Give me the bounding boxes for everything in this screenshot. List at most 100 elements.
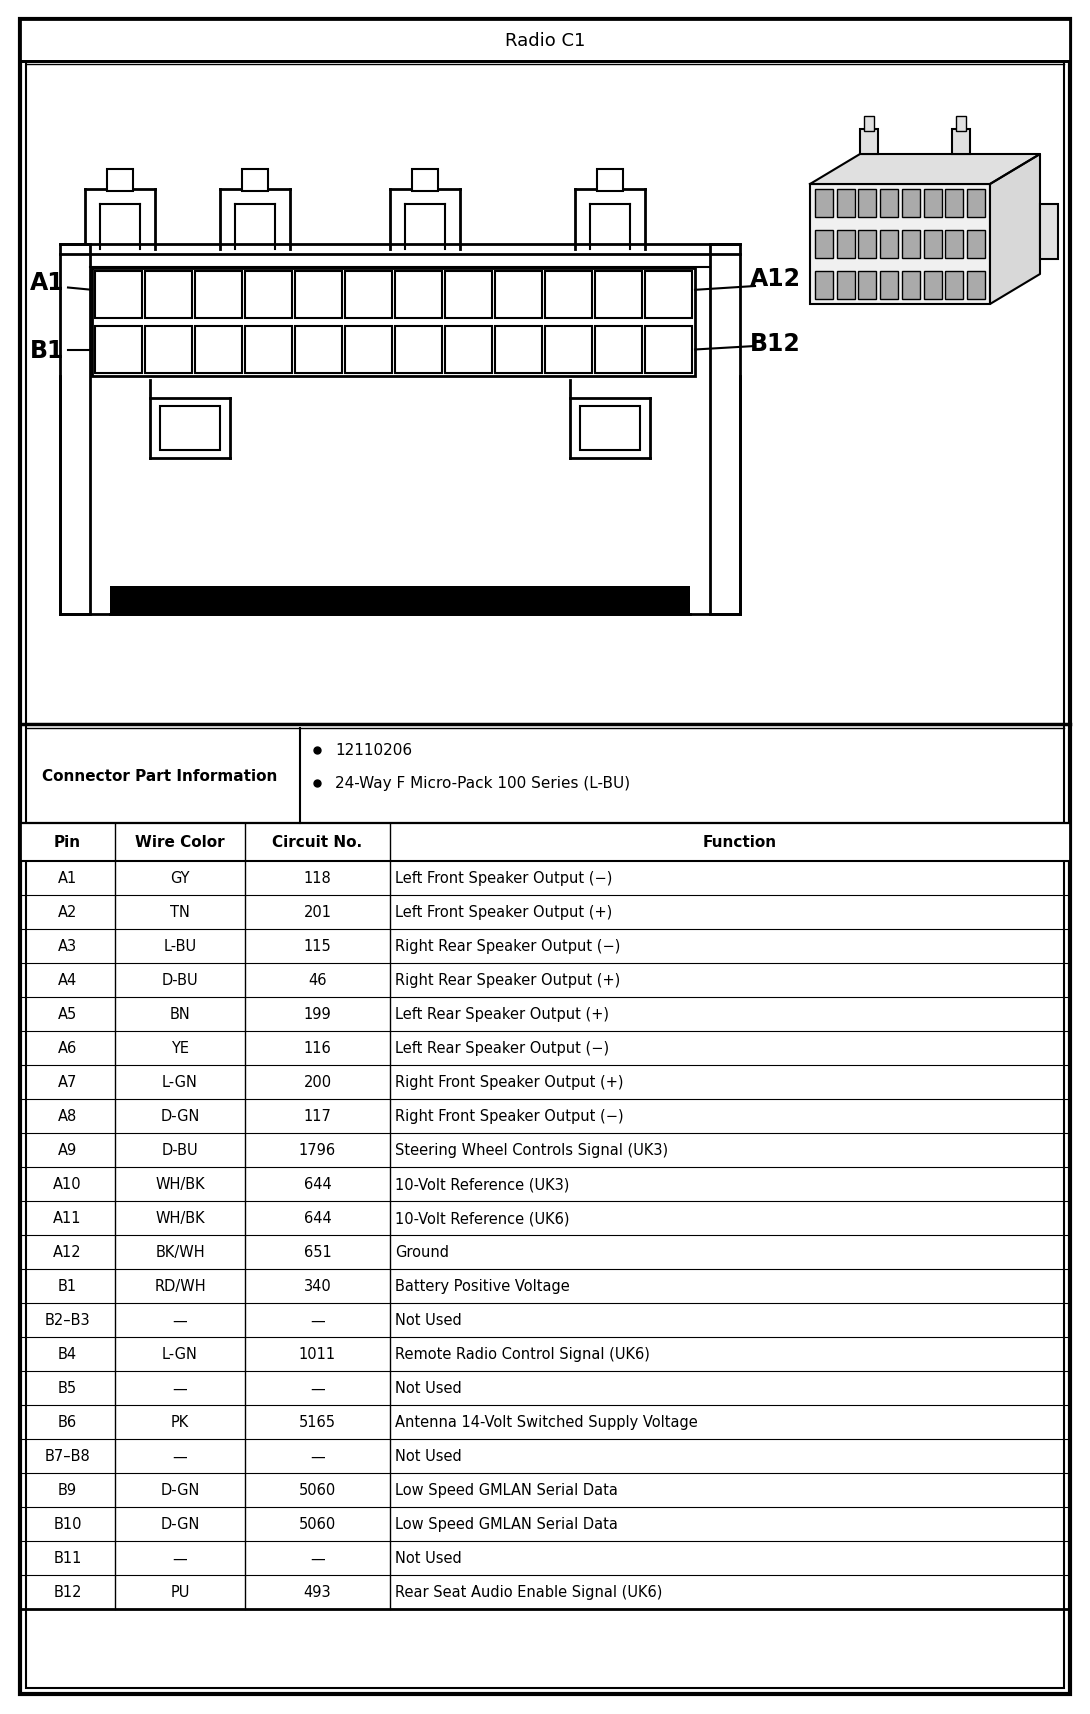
Bar — [815, 273, 833, 300]
Text: 24-Way F Micro-Pack 100 Series (L-BU): 24-Way F Micro-Pack 100 Series (L-BU) — [335, 776, 630, 792]
Polygon shape — [990, 154, 1040, 305]
Text: D-GN: D-GN — [160, 1517, 199, 1532]
Bar — [145, 327, 192, 374]
Bar — [923, 190, 942, 218]
Text: 199: 199 — [304, 1006, 331, 1022]
Text: B10: B10 — [53, 1517, 82, 1532]
Bar — [160, 406, 220, 451]
Bar — [107, 170, 133, 192]
Text: Not Used: Not Used — [395, 1313, 462, 1328]
Bar — [952, 130, 969, 154]
Bar — [859, 190, 876, 218]
Bar — [810, 185, 990, 305]
Text: A2: A2 — [58, 905, 77, 920]
Text: D-GN: D-GN — [160, 1483, 199, 1498]
Text: 340: 340 — [304, 1279, 331, 1294]
Text: 117: 117 — [303, 1109, 331, 1124]
Bar — [95, 273, 142, 319]
Bar — [580, 406, 640, 451]
Text: B1: B1 — [58, 1279, 77, 1294]
Text: 5060: 5060 — [299, 1483, 336, 1498]
Bar — [901, 190, 920, 218]
Bar — [815, 190, 833, 218]
Text: WH/BK: WH/BK — [155, 1210, 205, 1226]
Bar — [923, 231, 942, 259]
Text: A7: A7 — [58, 1075, 77, 1090]
Bar — [901, 273, 920, 300]
Text: L-GN: L-GN — [162, 1075, 198, 1090]
Bar — [597, 170, 623, 192]
Bar — [92, 269, 695, 377]
Text: A9: A9 — [58, 1143, 77, 1159]
Text: A11: A11 — [53, 1210, 82, 1226]
Bar — [945, 190, 964, 218]
Text: A1: A1 — [31, 271, 64, 295]
Bar — [395, 327, 443, 374]
Text: 46: 46 — [308, 974, 327, 987]
Bar — [645, 273, 692, 319]
Polygon shape — [810, 154, 1040, 185]
Text: 201: 201 — [303, 905, 331, 920]
Bar — [545, 327, 592, 374]
Bar — [859, 231, 876, 259]
Bar — [595, 327, 642, 374]
Text: Pin: Pin — [53, 835, 81, 850]
Text: B11: B11 — [53, 1551, 82, 1565]
Text: A3: A3 — [58, 939, 77, 955]
Text: Ground: Ground — [395, 1244, 449, 1260]
Text: Remote Radio Control Signal (UK6): Remote Radio Control Signal (UK6) — [395, 1347, 650, 1361]
Text: 493: 493 — [304, 1584, 331, 1599]
Text: 1011: 1011 — [299, 1347, 336, 1361]
Text: Left Rear Speaker Output (+): Left Rear Speaker Output (+) — [395, 1006, 609, 1022]
Text: Antenna 14-Volt Switched Supply Voltage: Antenna 14-Volt Switched Supply Voltage — [395, 1414, 698, 1429]
Text: YE: YE — [171, 1040, 189, 1056]
Text: Wire Color: Wire Color — [135, 835, 225, 850]
Bar — [945, 273, 964, 300]
Text: —: — — [311, 1551, 325, 1565]
Bar — [956, 117, 966, 132]
Text: B4: B4 — [58, 1347, 77, 1361]
Text: L-GN: L-GN — [162, 1347, 198, 1361]
Text: BK/WH: BK/WH — [155, 1244, 205, 1260]
Bar — [195, 327, 242, 374]
Text: A5: A5 — [58, 1006, 77, 1022]
Bar — [20, 21, 1070, 62]
Bar — [95, 327, 142, 374]
Bar — [945, 231, 964, 259]
Text: A12: A12 — [750, 267, 801, 291]
Text: —: — — [311, 1313, 325, 1328]
Text: —: — — [172, 1448, 187, 1464]
Text: RD/WH: RD/WH — [154, 1279, 206, 1294]
Text: WH/BK: WH/BK — [155, 1178, 205, 1191]
Text: Left Rear Speaker Output (−): Left Rear Speaker Output (−) — [395, 1040, 609, 1056]
Text: 644: 644 — [304, 1178, 331, 1191]
Bar — [245, 327, 292, 374]
Text: Connector Part Information: Connector Part Information — [43, 768, 278, 783]
Text: B2–B3: B2–B3 — [45, 1313, 90, 1328]
Bar — [595, 273, 642, 319]
Text: B1: B1 — [31, 338, 64, 362]
Text: Steering Wheel Controls Signal (UK3): Steering Wheel Controls Signal (UK3) — [395, 1143, 668, 1159]
Bar — [710, 245, 740, 615]
Text: Not Used: Not Used — [395, 1551, 462, 1565]
Bar — [880, 231, 898, 259]
Bar — [901, 231, 920, 259]
Text: Right Front Speaker Output (−): Right Front Speaker Output (−) — [395, 1109, 623, 1124]
Bar — [863, 117, 873, 132]
Text: —: — — [172, 1313, 187, 1328]
Bar — [145, 273, 192, 319]
Bar — [495, 327, 542, 374]
Text: D-GN: D-GN — [160, 1109, 199, 1124]
Text: Rear Seat Audio Enable Signal (UK6): Rear Seat Audio Enable Signal (UK6) — [395, 1584, 663, 1599]
Text: TN: TN — [170, 905, 190, 920]
Bar — [837, 190, 855, 218]
Bar — [837, 273, 855, 300]
Text: B9: B9 — [58, 1483, 77, 1498]
Text: Right Rear Speaker Output (−): Right Rear Speaker Output (−) — [395, 939, 620, 955]
Bar — [815, 231, 833, 259]
Text: D-BU: D-BU — [161, 974, 198, 987]
Bar — [545, 273, 592, 319]
Text: Not Used: Not Used — [395, 1381, 462, 1395]
Bar — [346, 273, 392, 319]
Text: B12: B12 — [750, 333, 801, 357]
